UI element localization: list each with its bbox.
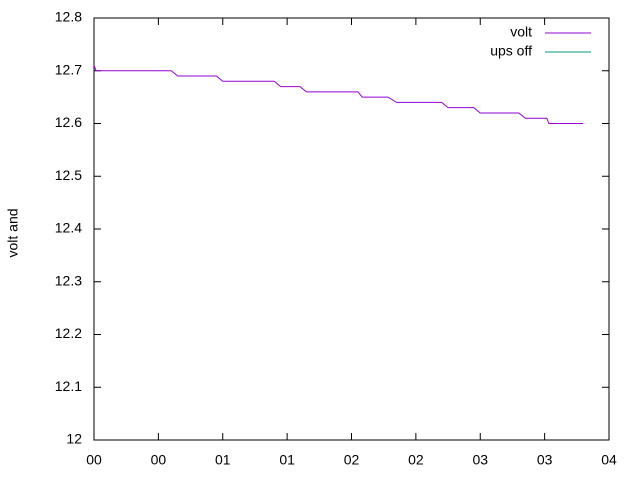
legend-label: ups off bbox=[490, 43, 532, 59]
line bbox=[93, 65, 584, 124]
y-tick-label: 12.2 bbox=[55, 325, 82, 341]
x-tick-label: 00 bbox=[86, 452, 102, 468]
y-tick-label: 12.5 bbox=[55, 167, 82, 183]
x-tick-label: 02 bbox=[344, 452, 360, 468]
x-tick-label: 01 bbox=[279, 452, 295, 468]
y-tick-label: 12 bbox=[66, 431, 82, 447]
x-tick-label: 00 bbox=[151, 452, 167, 468]
x-tick-label: 03 bbox=[537, 452, 553, 468]
x-tick-label: 02 bbox=[408, 452, 424, 468]
y-tick-label: 12.7 bbox=[55, 61, 82, 77]
y-tick-label: 12.1 bbox=[55, 378, 82, 394]
y-tick-label: 12.8 bbox=[55, 9, 82, 25]
x-tick-label: 01 bbox=[215, 452, 231, 468]
y-axis-label: volt and bbox=[5, 208, 21, 257]
x-tick-label: 04 bbox=[601, 452, 617, 468]
legend-label: volt bbox=[510, 24, 532, 40]
x-tick-label: 03 bbox=[472, 452, 488, 468]
y-tick-label: 12.3 bbox=[55, 272, 82, 288]
y-tick-label: 12.4 bbox=[55, 220, 82, 236]
y-tick-label: 12.6 bbox=[55, 114, 82, 130]
plot-frame bbox=[93, 17, 610, 441]
